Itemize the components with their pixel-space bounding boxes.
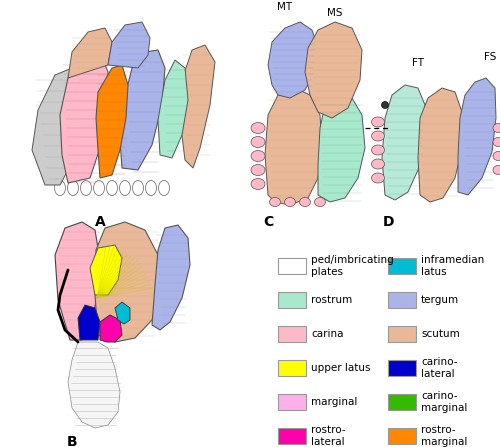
Text: carino-
lateral: carino- lateral: [421, 357, 458, 379]
Text: FT: FT: [412, 58, 424, 68]
Polygon shape: [108, 22, 150, 68]
Ellipse shape: [372, 131, 384, 141]
Ellipse shape: [80, 181, 92, 195]
Text: FS: FS: [484, 52, 496, 62]
Text: carino-
marginal: carino- marginal: [421, 391, 468, 413]
Ellipse shape: [372, 145, 384, 155]
Text: ped/imbricating
plates: ped/imbricating plates: [311, 255, 394, 277]
Text: rostro-
marginal: rostro- marginal: [421, 425, 468, 447]
FancyBboxPatch shape: [278, 292, 306, 308]
Text: MT: MT: [278, 2, 292, 12]
Ellipse shape: [372, 117, 384, 127]
Ellipse shape: [146, 181, 156, 195]
Ellipse shape: [132, 181, 143, 195]
Ellipse shape: [314, 198, 326, 207]
Polygon shape: [152, 225, 190, 330]
FancyBboxPatch shape: [278, 258, 306, 274]
Text: carina: carina: [311, 329, 344, 339]
Ellipse shape: [68, 181, 78, 195]
Polygon shape: [458, 78, 496, 195]
Polygon shape: [382, 85, 425, 200]
FancyBboxPatch shape: [388, 258, 416, 274]
Polygon shape: [268, 22, 318, 98]
Text: rostrum: rostrum: [311, 295, 352, 305]
Text: rostro-
lateral: rostro- lateral: [311, 425, 346, 447]
Polygon shape: [96, 65, 128, 178]
FancyBboxPatch shape: [388, 326, 416, 342]
Text: C: C: [263, 215, 273, 229]
Polygon shape: [32, 68, 78, 185]
Text: MS: MS: [327, 8, 343, 18]
Polygon shape: [60, 52, 108, 183]
Polygon shape: [115, 302, 130, 324]
Polygon shape: [418, 88, 462, 202]
Polygon shape: [100, 315, 122, 342]
Polygon shape: [68, 28, 112, 78]
Ellipse shape: [493, 165, 500, 174]
FancyBboxPatch shape: [278, 326, 306, 342]
Ellipse shape: [120, 181, 130, 195]
Polygon shape: [120, 50, 165, 170]
Ellipse shape: [270, 198, 280, 207]
Ellipse shape: [284, 198, 296, 207]
Text: B: B: [66, 435, 78, 447]
Ellipse shape: [372, 173, 384, 183]
Ellipse shape: [251, 151, 265, 161]
FancyBboxPatch shape: [388, 360, 416, 376]
Ellipse shape: [94, 181, 104, 195]
Polygon shape: [305, 22, 362, 118]
Ellipse shape: [158, 181, 170, 195]
Polygon shape: [318, 95, 365, 202]
Polygon shape: [68, 342, 120, 428]
Ellipse shape: [493, 138, 500, 147]
FancyBboxPatch shape: [278, 428, 306, 444]
Text: A: A: [94, 215, 106, 229]
Text: inframedian
latus: inframedian latus: [421, 255, 484, 277]
Polygon shape: [158, 60, 188, 158]
Text: marginal: marginal: [311, 397, 358, 407]
Text: tergum: tergum: [421, 295, 459, 305]
Ellipse shape: [372, 159, 384, 169]
Ellipse shape: [300, 198, 310, 207]
Ellipse shape: [251, 164, 265, 176]
Ellipse shape: [251, 122, 265, 134]
Polygon shape: [265, 88, 322, 205]
Polygon shape: [180, 45, 215, 168]
FancyBboxPatch shape: [278, 394, 306, 410]
Text: scutum: scutum: [421, 329, 460, 339]
FancyBboxPatch shape: [278, 360, 306, 376]
Ellipse shape: [251, 136, 265, 148]
Ellipse shape: [382, 101, 388, 109]
Ellipse shape: [251, 178, 265, 190]
Text: upper latus: upper latus: [311, 363, 370, 373]
Polygon shape: [78, 305, 100, 340]
Text: D: D: [382, 215, 394, 229]
Polygon shape: [90, 245, 122, 295]
Ellipse shape: [106, 181, 118, 195]
Polygon shape: [95, 222, 160, 342]
FancyBboxPatch shape: [388, 292, 416, 308]
Ellipse shape: [493, 123, 500, 132]
Ellipse shape: [493, 152, 500, 160]
FancyBboxPatch shape: [388, 428, 416, 444]
Polygon shape: [55, 222, 100, 340]
FancyBboxPatch shape: [388, 394, 416, 410]
Ellipse shape: [54, 181, 66, 195]
